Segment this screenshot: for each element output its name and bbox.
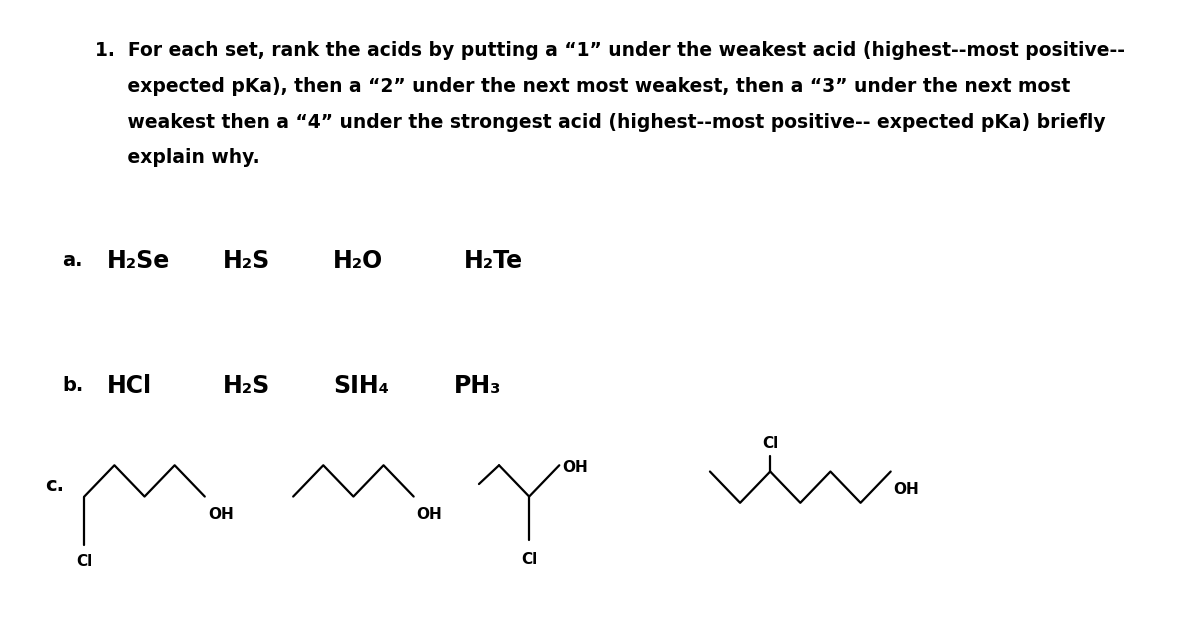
Text: H₂S: H₂S: [223, 248, 270, 273]
Text: c.: c.: [46, 476, 64, 495]
Text: 1.  For each set, rank the acids by putting a “1” under the weakest acid (highes: 1. For each set, rank the acids by putti…: [95, 42, 1126, 60]
Text: SIH₄: SIH₄: [334, 374, 389, 397]
Text: OH: OH: [894, 481, 919, 497]
Text: H₂O: H₂O: [334, 248, 384, 273]
Text: weakest then a “4” under the strongest acid (highest--most positive-- expected p: weakest then a “4” under the strongest a…: [95, 113, 1106, 132]
Text: a.: a.: [62, 251, 83, 270]
Text: Cl: Cl: [76, 554, 92, 568]
Text: b.: b.: [62, 376, 84, 396]
Text: OH: OH: [563, 460, 588, 475]
Text: expected pKa), then a “2” under the next most weakest, then a “3” under the next: expected pKa), then a “2” under the next…: [95, 77, 1070, 96]
Text: H₂S: H₂S: [223, 374, 270, 397]
Text: H₂Se: H₂Se: [107, 248, 170, 273]
Text: explain why.: explain why.: [95, 148, 260, 168]
Text: HCl: HCl: [107, 374, 152, 397]
Text: Cl: Cl: [521, 552, 538, 566]
Text: H₂Te: H₂Te: [464, 248, 523, 273]
Text: OH: OH: [416, 507, 443, 522]
Text: PH₃: PH₃: [454, 374, 502, 397]
Text: Cl: Cl: [762, 436, 779, 451]
Text: OH: OH: [208, 507, 234, 522]
